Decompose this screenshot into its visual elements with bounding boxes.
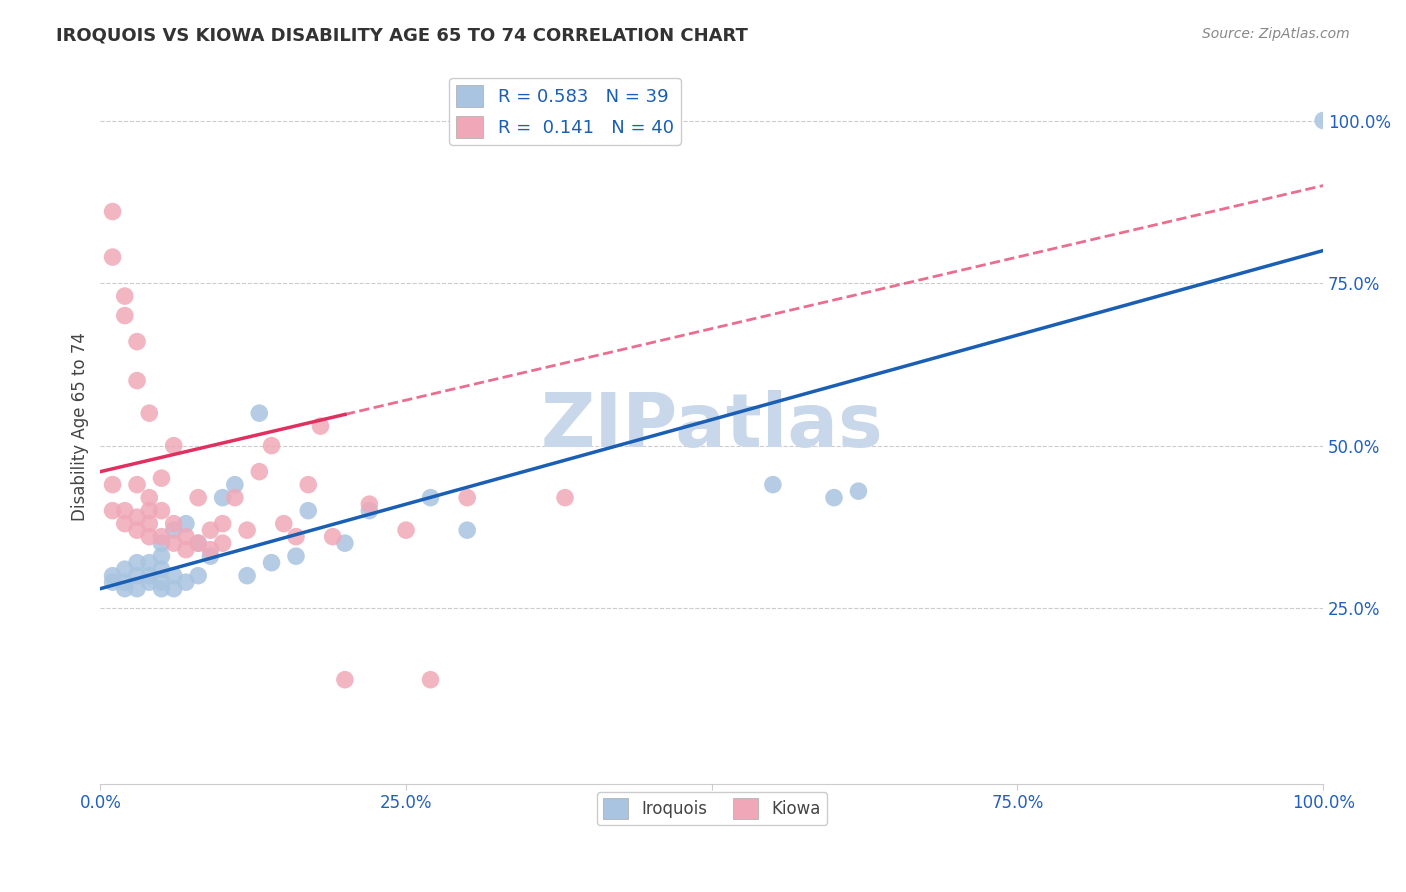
Legend: Iroquois, Kiowa: Iroquois, Kiowa — [596, 792, 827, 825]
Point — [114, 516, 136, 531]
Point — [150, 536, 173, 550]
Point — [359, 503, 381, 517]
Point — [125, 523, 148, 537]
Point — [247, 406, 270, 420]
Point — [260, 556, 283, 570]
Point — [419, 673, 441, 687]
Point — [114, 575, 136, 590]
Point — [211, 491, 233, 505]
Point — [285, 530, 308, 544]
Point — [125, 568, 148, 582]
Point — [554, 491, 576, 505]
Point — [285, 549, 308, 564]
Point — [101, 575, 124, 590]
Point — [138, 503, 160, 517]
Point — [138, 491, 160, 505]
Point — [224, 477, 246, 491]
Point — [273, 516, 295, 531]
Point — [762, 477, 785, 491]
Point — [114, 562, 136, 576]
Point — [125, 477, 148, 491]
Point — [125, 334, 148, 349]
Point — [138, 575, 160, 590]
Point — [163, 516, 186, 531]
Point — [187, 536, 209, 550]
Point — [236, 568, 259, 582]
Point — [174, 575, 197, 590]
Point — [322, 530, 344, 544]
Point — [150, 471, 173, 485]
Text: IROQUOIS VS KIOWA DISABILITY AGE 65 TO 74 CORRELATION CHART: IROQUOIS VS KIOWA DISABILITY AGE 65 TO 7… — [56, 27, 748, 45]
Y-axis label: Disability Age 65 to 74: Disability Age 65 to 74 — [72, 332, 89, 521]
Point — [297, 477, 319, 491]
Point — [101, 503, 124, 517]
Point — [163, 523, 186, 537]
Point — [297, 503, 319, 517]
Point — [125, 374, 148, 388]
Point — [333, 536, 356, 550]
Point — [163, 439, 186, 453]
Point — [138, 516, 160, 531]
Point — [1312, 113, 1334, 128]
Point — [150, 575, 173, 590]
Point — [138, 530, 160, 544]
Point — [174, 516, 197, 531]
Point — [150, 530, 173, 544]
Point — [456, 523, 478, 537]
Point — [114, 503, 136, 517]
Point — [125, 556, 148, 570]
Point — [260, 439, 283, 453]
Point — [211, 536, 233, 550]
Text: Source: ZipAtlas.com: Source: ZipAtlas.com — [1202, 27, 1350, 41]
Point — [200, 549, 222, 564]
Point — [101, 204, 124, 219]
Point — [395, 523, 418, 537]
Text: ZIPatlas: ZIPatlas — [540, 390, 883, 463]
Point — [187, 491, 209, 505]
Point — [823, 491, 845, 505]
Point — [456, 491, 478, 505]
Point — [150, 582, 173, 596]
Point — [101, 477, 124, 491]
Point — [848, 484, 870, 499]
Point — [359, 497, 381, 511]
Point — [114, 309, 136, 323]
Point — [224, 491, 246, 505]
Point — [101, 568, 124, 582]
Point — [211, 516, 233, 531]
Point — [101, 250, 124, 264]
Point — [150, 549, 173, 564]
Point — [138, 568, 160, 582]
Point — [419, 491, 441, 505]
Point — [247, 465, 270, 479]
Point — [174, 530, 197, 544]
Point — [236, 523, 259, 537]
Point — [150, 562, 173, 576]
Point — [163, 568, 186, 582]
Point — [163, 582, 186, 596]
Point — [174, 542, 197, 557]
Point — [187, 536, 209, 550]
Point — [114, 289, 136, 303]
Point — [200, 523, 222, 537]
Point — [150, 503, 173, 517]
Point — [163, 536, 186, 550]
Point — [187, 568, 209, 582]
Point — [138, 556, 160, 570]
Point — [114, 582, 136, 596]
Point — [125, 582, 148, 596]
Point — [200, 542, 222, 557]
Point — [138, 406, 160, 420]
Point — [333, 673, 356, 687]
Point — [309, 419, 332, 434]
Point — [125, 510, 148, 524]
